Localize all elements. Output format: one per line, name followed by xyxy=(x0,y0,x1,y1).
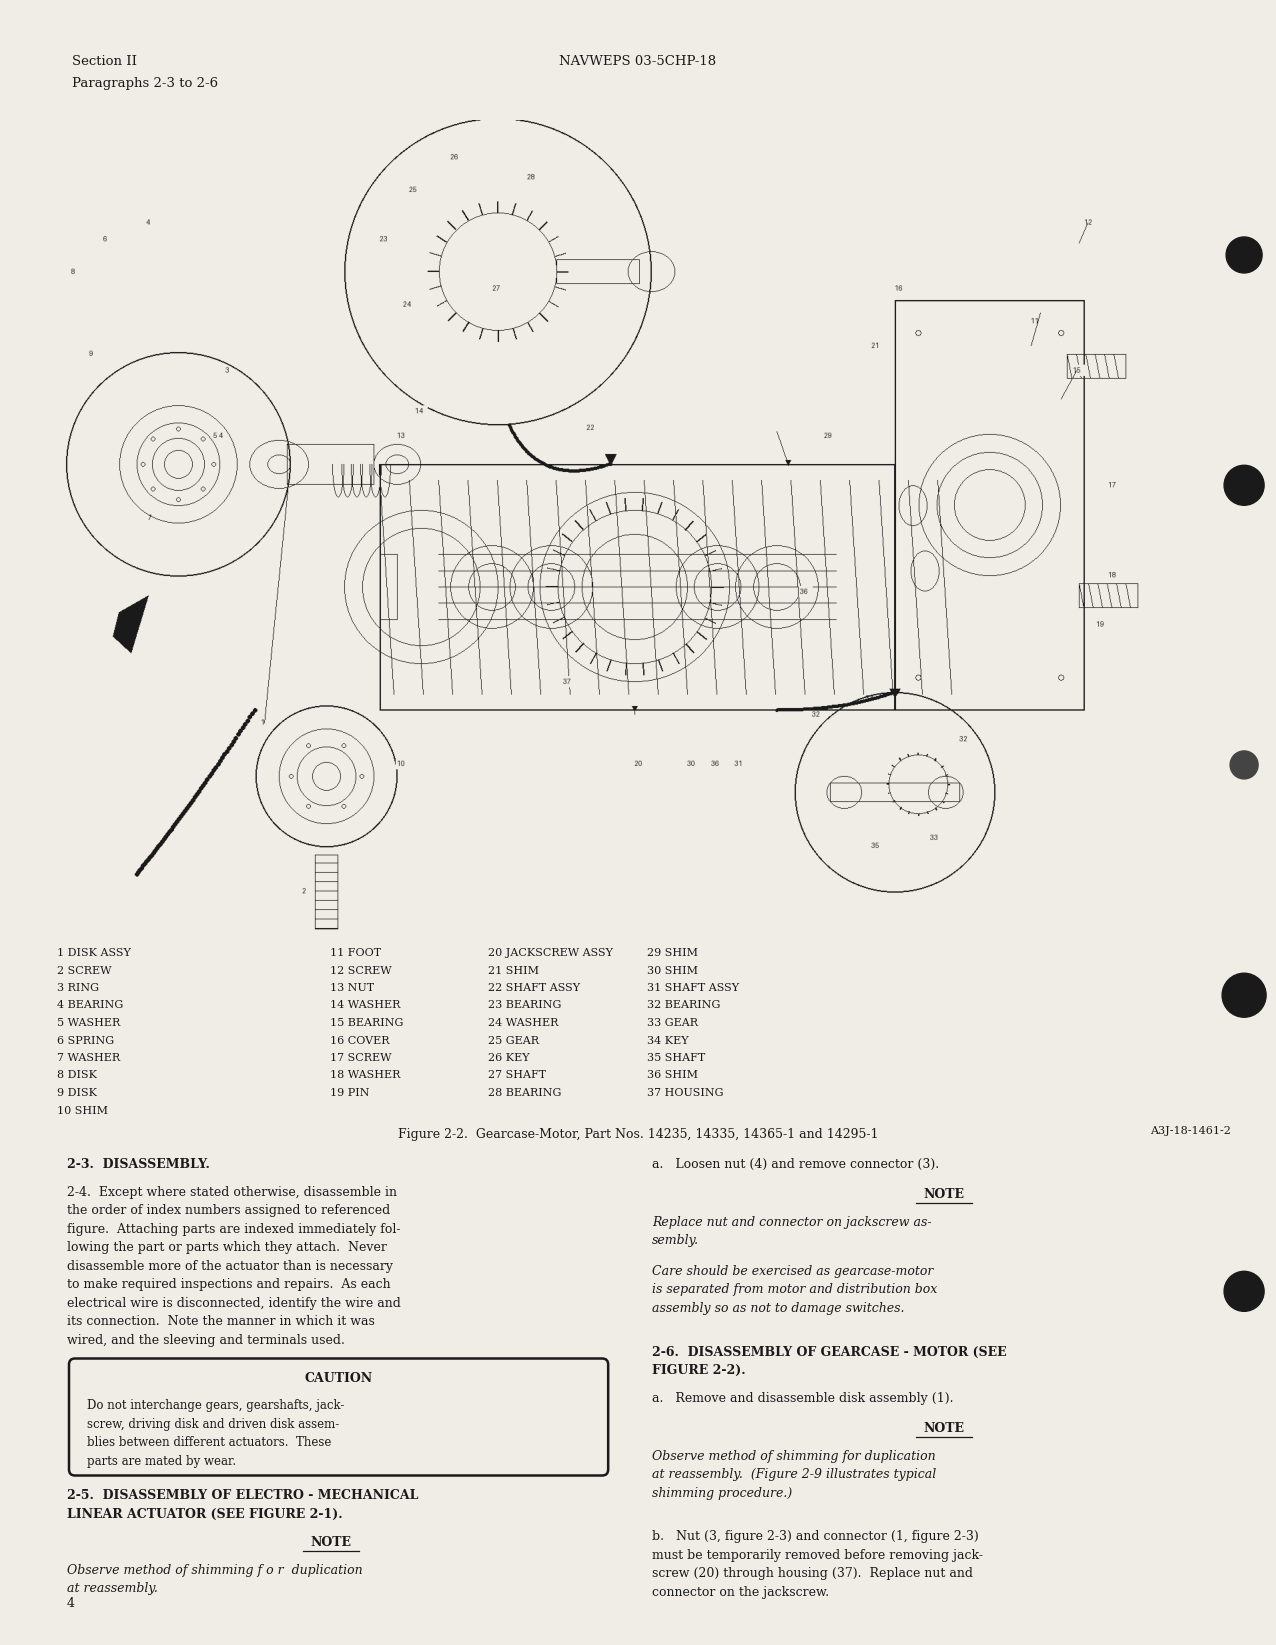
Text: 5 WASHER: 5 WASHER xyxy=(57,1018,120,1028)
Text: 21 SHIM: 21 SHIM xyxy=(489,966,540,975)
Text: 33 GEAR: 33 GEAR xyxy=(647,1018,698,1028)
Text: Figure 2-2.  Gearcase-Motor, Part Nos. 14235, 14335, 14365-1 and 14295-1: Figure 2-2. Gearcase-Motor, Part Nos. 14… xyxy=(398,1128,878,1142)
Text: 17 SCREW: 17 SCREW xyxy=(329,1053,392,1063)
Text: 4 BEARING: 4 BEARING xyxy=(57,1000,124,1010)
Text: 27 SHAFT: 27 SHAFT xyxy=(489,1071,546,1081)
Text: 4: 4 xyxy=(68,1597,75,1610)
Text: Care should be exercised as gearcase-motor: Care should be exercised as gearcase-mot… xyxy=(652,1265,934,1278)
Text: 25 GEAR: 25 GEAR xyxy=(489,1035,540,1046)
Text: its connection.  Note the manner in which it was: its connection. Note the manner in which… xyxy=(68,1316,375,1329)
Text: Paragraphs 2-3 to 2-6: Paragraphs 2-3 to 2-6 xyxy=(71,77,218,90)
Circle shape xyxy=(1226,237,1262,273)
Circle shape xyxy=(1224,466,1265,505)
Text: FIGURE 2-2).: FIGURE 2-2). xyxy=(652,1364,745,1377)
Text: 30 SHIM: 30 SHIM xyxy=(647,966,698,975)
Text: 20 JACKSCREW ASSY: 20 JACKSCREW ASSY xyxy=(489,948,614,957)
Text: 13 NUT: 13 NUT xyxy=(329,984,374,994)
Circle shape xyxy=(1224,1272,1265,1311)
Text: Do not interchange gears, gearshafts, jack-: Do not interchange gears, gearshafts, ja… xyxy=(87,1400,345,1413)
Text: 3 RING: 3 RING xyxy=(57,984,100,994)
Text: Observe method of shimming f o r  duplication: Observe method of shimming f o r duplica… xyxy=(68,1564,362,1578)
Text: 34 KEY: 34 KEY xyxy=(647,1035,689,1046)
Text: 22 SHAFT ASSY: 22 SHAFT ASSY xyxy=(489,984,581,994)
Text: screw, driving disk and driven disk assem-: screw, driving disk and driven disk asse… xyxy=(87,1418,339,1431)
Text: 36 SHIM: 36 SHIM xyxy=(647,1071,698,1081)
Text: lowing the part or parts which they attach.  Never: lowing the part or parts which they atta… xyxy=(68,1242,387,1255)
Text: must be temporarily removed before removing jack-: must be temporarily removed before remov… xyxy=(652,1550,984,1563)
Text: 8 DISK: 8 DISK xyxy=(57,1071,97,1081)
Text: 11 FOOT: 11 FOOT xyxy=(329,948,382,957)
Text: CAUTION: CAUTION xyxy=(305,1372,373,1385)
Text: 23 BEARING: 23 BEARING xyxy=(489,1000,561,1010)
Text: 6 SPRING: 6 SPRING xyxy=(57,1035,114,1046)
Text: LINEAR ACTUATOR (SEE FIGURE 2-1).: LINEAR ACTUATOR (SEE FIGURE 2-1). xyxy=(68,1508,343,1522)
Text: 2-6.  DISASSEMBLY OF GEARCASE - MOTOR (SEE: 2-6. DISASSEMBLY OF GEARCASE - MOTOR (SE… xyxy=(652,1346,1007,1359)
Text: parts are mated by wear.: parts are mated by wear. xyxy=(87,1454,236,1467)
Text: 16 COVER: 16 COVER xyxy=(329,1035,389,1046)
Text: A3J-18-1461-2: A3J-18-1461-2 xyxy=(1150,1125,1231,1137)
Circle shape xyxy=(1230,750,1258,780)
Text: b.   Nut (3, figure 2-3) and connector (1, figure 2-3): b. Nut (3, figure 2-3) and connector (1,… xyxy=(652,1530,979,1543)
Text: to make required inspections and repairs.  As each: to make required inspections and repairs… xyxy=(68,1278,390,1291)
Text: 31 SHAFT ASSY: 31 SHAFT ASSY xyxy=(647,984,739,994)
Text: 26 KEY: 26 KEY xyxy=(489,1053,530,1063)
Text: assembly so as not to damage switches.: assembly so as not to damage switches. xyxy=(652,1301,905,1314)
Text: is separated from motor and distribution box: is separated from motor and distribution… xyxy=(652,1283,938,1296)
Text: 18 WASHER: 18 WASHER xyxy=(329,1071,401,1081)
Text: 2-5.  DISASSEMBLY OF ELECTRO - MECHANICAL: 2-5. DISASSEMBLY OF ELECTRO - MECHANICAL xyxy=(68,1489,419,1502)
Text: 10 SHIM: 10 SHIM xyxy=(57,1105,108,1115)
Text: Section II: Section II xyxy=(71,54,137,67)
Text: Observe method of shimming for duplication: Observe method of shimming for duplicati… xyxy=(652,1449,935,1462)
Text: 12 SCREW: 12 SCREW xyxy=(329,966,392,975)
Text: electrical wire is disconnected, identify the wire and: electrical wire is disconnected, identif… xyxy=(68,1296,401,1309)
Text: NAVWEPS 03-5CHP-18: NAVWEPS 03-5CHP-18 xyxy=(559,54,717,67)
Text: 9 DISK: 9 DISK xyxy=(57,1087,97,1097)
Text: 19 PIN: 19 PIN xyxy=(329,1087,369,1097)
Text: disassemble more of the actuator than is necessary: disassemble more of the actuator than is… xyxy=(68,1260,393,1273)
Text: at reassembly.  (Figure 2-9 illustrates typical: at reassembly. (Figure 2-9 illustrates t… xyxy=(652,1469,937,1482)
Text: 29 SHIM: 29 SHIM xyxy=(647,948,698,957)
Text: NOTE: NOTE xyxy=(924,1421,965,1434)
Text: 28 BEARING: 28 BEARING xyxy=(489,1087,561,1097)
Text: 15 BEARING: 15 BEARING xyxy=(329,1018,403,1028)
Text: at reassembly.: at reassembly. xyxy=(68,1582,158,1596)
Text: the order of index numbers assigned to referenced: the order of index numbers assigned to r… xyxy=(68,1204,390,1217)
Text: 35 SHAFT: 35 SHAFT xyxy=(647,1053,706,1063)
Text: 1 DISK ASSY: 1 DISK ASSY xyxy=(57,948,131,957)
Text: NOTE: NOTE xyxy=(310,1536,351,1550)
Text: a.   Remove and disassemble disk assembly (1).: a. Remove and disassemble disk assembly … xyxy=(652,1392,953,1405)
Text: shimming procedure.): shimming procedure.) xyxy=(652,1487,792,1500)
Text: 37 HOUSING: 37 HOUSING xyxy=(647,1087,723,1097)
Text: 24 WASHER: 24 WASHER xyxy=(489,1018,559,1028)
Text: a.   Loosen nut (4) and remove connector (3).: a. Loosen nut (4) and remove connector (… xyxy=(652,1158,939,1171)
Text: connector on the jackscrew.: connector on the jackscrew. xyxy=(652,1586,829,1599)
Text: wired, and the sleeving and terminals used.: wired, and the sleeving and terminals us… xyxy=(68,1334,345,1347)
Text: 32 BEARING: 32 BEARING xyxy=(647,1000,720,1010)
Text: 2-4.  Except where stated otherwise, disassemble in: 2-4. Except where stated otherwise, disa… xyxy=(68,1186,397,1199)
Text: 2-3.  DISASSEMBLY.: 2-3. DISASSEMBLY. xyxy=(68,1158,209,1171)
Text: screw (20) through housing (37).  Replace nut and: screw (20) through housing (37). Replace… xyxy=(652,1568,974,1581)
Text: Replace nut and connector on jackscrew as-: Replace nut and connector on jackscrew a… xyxy=(652,1216,931,1229)
Text: NOTE: NOTE xyxy=(924,1188,965,1201)
Circle shape xyxy=(1222,974,1266,1017)
Text: 14 WASHER: 14 WASHER xyxy=(329,1000,401,1010)
Text: blies between different actuators.  These: blies between different actuators. These xyxy=(87,1436,332,1449)
Text: sembly.: sembly. xyxy=(652,1234,699,1247)
Text: 2 SCREW: 2 SCREW xyxy=(57,966,111,975)
Text: 7 WASHER: 7 WASHER xyxy=(57,1053,120,1063)
Text: figure.  Attaching parts are indexed immediately fol-: figure. Attaching parts are indexed imme… xyxy=(68,1222,401,1235)
